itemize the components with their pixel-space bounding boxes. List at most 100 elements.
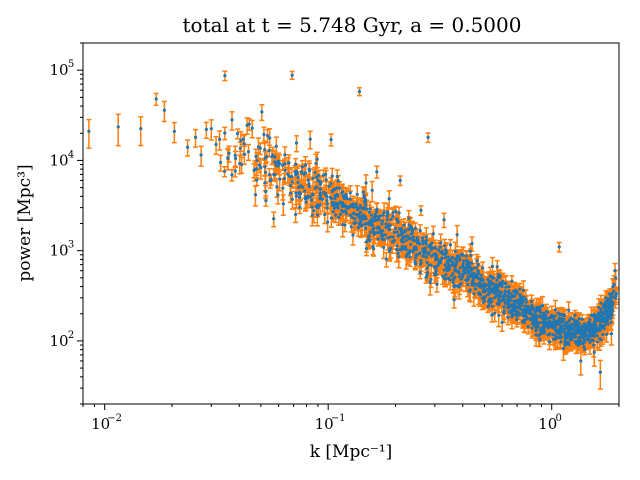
data-point bbox=[575, 319, 579, 323]
data-point bbox=[325, 195, 329, 199]
data-point bbox=[524, 300, 528, 304]
data-point bbox=[537, 334, 541, 338]
data-point bbox=[439, 241, 443, 245]
data-point bbox=[483, 295, 487, 299]
data-point bbox=[356, 225, 360, 230]
data-point bbox=[421, 242, 425, 246]
data-point bbox=[300, 165, 304, 169]
data-point bbox=[343, 223, 347, 227]
data-point bbox=[439, 259, 443, 263]
data-point bbox=[504, 281, 508, 285]
data-point bbox=[254, 154, 258, 158]
data-point bbox=[481, 266, 485, 270]
data-point bbox=[426, 135, 430, 139]
data-point bbox=[268, 136, 272, 140]
data-point bbox=[411, 235, 416, 239]
data-point bbox=[307, 167, 311, 171]
data-point bbox=[283, 162, 287, 166]
data-point bbox=[601, 324, 605, 329]
data-point bbox=[556, 335, 560, 340]
data-point bbox=[226, 156, 230, 161]
data-point bbox=[521, 319, 525, 323]
data-point bbox=[457, 274, 461, 279]
data-point bbox=[612, 289, 616, 293]
data-point bbox=[392, 230, 396, 234]
data-point bbox=[416, 237, 420, 241]
data-point bbox=[318, 191, 322, 195]
data-point bbox=[563, 313, 567, 317]
data-point bbox=[459, 281, 463, 286]
y-tick-exponent: 5 bbox=[68, 59, 74, 70]
data-point bbox=[387, 222, 391, 227]
data-point bbox=[589, 323, 593, 327]
data-point bbox=[614, 276, 618, 280]
data-point bbox=[564, 320, 568, 325]
data-point bbox=[443, 244, 447, 248]
data-point bbox=[588, 317, 592, 322]
data-point bbox=[448, 243, 453, 247]
data-point bbox=[592, 328, 596, 332]
data-point bbox=[256, 145, 261, 149]
data-point bbox=[354, 202, 358, 206]
data-point bbox=[384, 225, 388, 229]
data-point bbox=[466, 277, 470, 281]
data-point bbox=[446, 261, 450, 265]
data-point bbox=[330, 200, 335, 205]
data-point bbox=[501, 294, 505, 299]
data-point bbox=[296, 180, 300, 185]
data-point bbox=[265, 134, 270, 138]
data-point bbox=[495, 302, 500, 306]
data-point bbox=[370, 223, 374, 227]
data-point bbox=[240, 162, 244, 167]
data-point bbox=[372, 232, 376, 236]
data-point bbox=[436, 263, 440, 267]
data-point bbox=[530, 326, 534, 330]
data-point bbox=[377, 226, 382, 231]
data-point bbox=[375, 207, 379, 211]
data-point bbox=[318, 187, 322, 191]
data-point bbox=[550, 313, 554, 317]
data-point bbox=[599, 338, 603, 342]
data-point bbox=[369, 213, 374, 217]
data-point bbox=[609, 316, 613, 320]
data-point bbox=[290, 175, 294, 179]
data-point bbox=[407, 223, 411, 227]
data-point bbox=[383, 233, 387, 237]
data-point bbox=[380, 237, 384, 241]
data-point bbox=[588, 328, 592, 333]
data-point bbox=[582, 338, 586, 342]
data-point bbox=[600, 312, 604, 316]
data-point bbox=[596, 312, 600, 317]
data-point bbox=[452, 298, 456, 302]
data-point bbox=[492, 296, 496, 300]
data-point bbox=[459, 277, 463, 281]
data-point bbox=[439, 250, 443, 254]
data-point bbox=[366, 238, 370, 242]
data-point bbox=[461, 253, 465, 257]
data-point bbox=[445, 266, 449, 270]
data-point bbox=[364, 202, 368, 207]
data-point bbox=[411, 238, 415, 242]
data-point bbox=[405, 234, 409, 238]
data-point bbox=[553, 319, 557, 323]
data-point bbox=[611, 285, 615, 289]
data-point bbox=[274, 163, 278, 168]
data-point bbox=[303, 171, 308, 175]
data-point bbox=[557, 245, 561, 249]
data-point bbox=[331, 188, 336, 192]
data-point bbox=[382, 245, 386, 250]
data-point bbox=[609, 332, 614, 336]
data-point bbox=[495, 278, 499, 282]
data-point bbox=[312, 209, 316, 213]
data-point bbox=[583, 323, 587, 327]
data-point bbox=[576, 323, 580, 327]
data-point bbox=[372, 215, 376, 220]
data-point bbox=[613, 269, 617, 273]
data-point bbox=[582, 345, 586, 349]
data-point bbox=[262, 132, 266, 137]
data-point bbox=[570, 336, 574, 340]
data-point bbox=[387, 228, 391, 232]
data-point bbox=[218, 160, 223, 165]
data-point bbox=[510, 279, 514, 283]
